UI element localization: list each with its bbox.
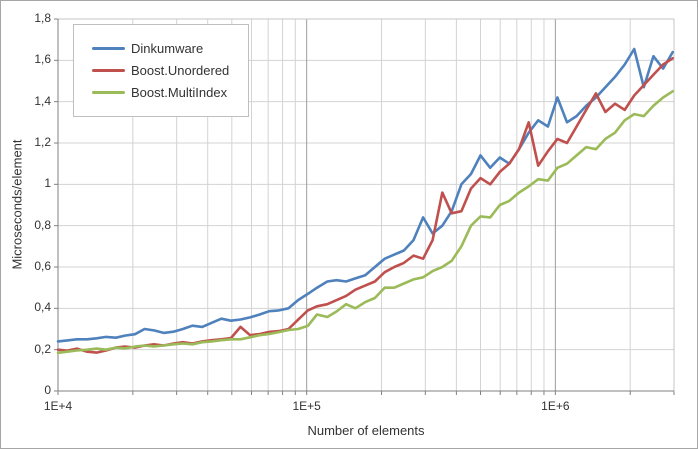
y-tick-label: 1,2 [34,135,51,149]
y-tick-label: 0 [44,383,51,397]
x-tick-label: 1E+4 [43,399,73,413]
legend-label: Boost.MultiIndex [131,85,228,100]
legend: Dinkumware Boost.Unordered Boost.MultiIn… [73,24,249,117]
y-tick-label: 1,4 [34,93,51,108]
y-tick-label: 1 [44,176,51,191]
y-tick-label: 0,4 [34,300,51,315]
series-line [56,47,675,343]
legend-item-dinkumware: Dinkumware [92,41,238,56]
legend-label: Dinkumware [131,41,204,56]
y-tick-label: 0,8 [34,217,51,232]
y-tick-label: 1,8 [34,11,51,25]
y-tick-label: 0,6 [34,259,51,273]
legend-line-swatch [92,69,125,72]
x-axis-title: Number of elements [307,423,425,438]
legend-line-swatch [92,91,125,94]
legend-item-boost-unordered: Boost.Unordered [92,63,238,78]
legend-label: Boost.Unordered [131,63,230,78]
legend-item-boost-multiindex: Boost.MultiIndex [92,85,238,100]
x-tick-label: 1E+6 [541,399,570,413]
y-tick-label: 1,6 [34,52,51,67]
legend-line-swatch [92,47,125,50]
x-tick-label: 1E+5 [292,399,321,413]
y-tick-label: 0,2 [34,341,51,356]
series-line [56,90,675,355]
